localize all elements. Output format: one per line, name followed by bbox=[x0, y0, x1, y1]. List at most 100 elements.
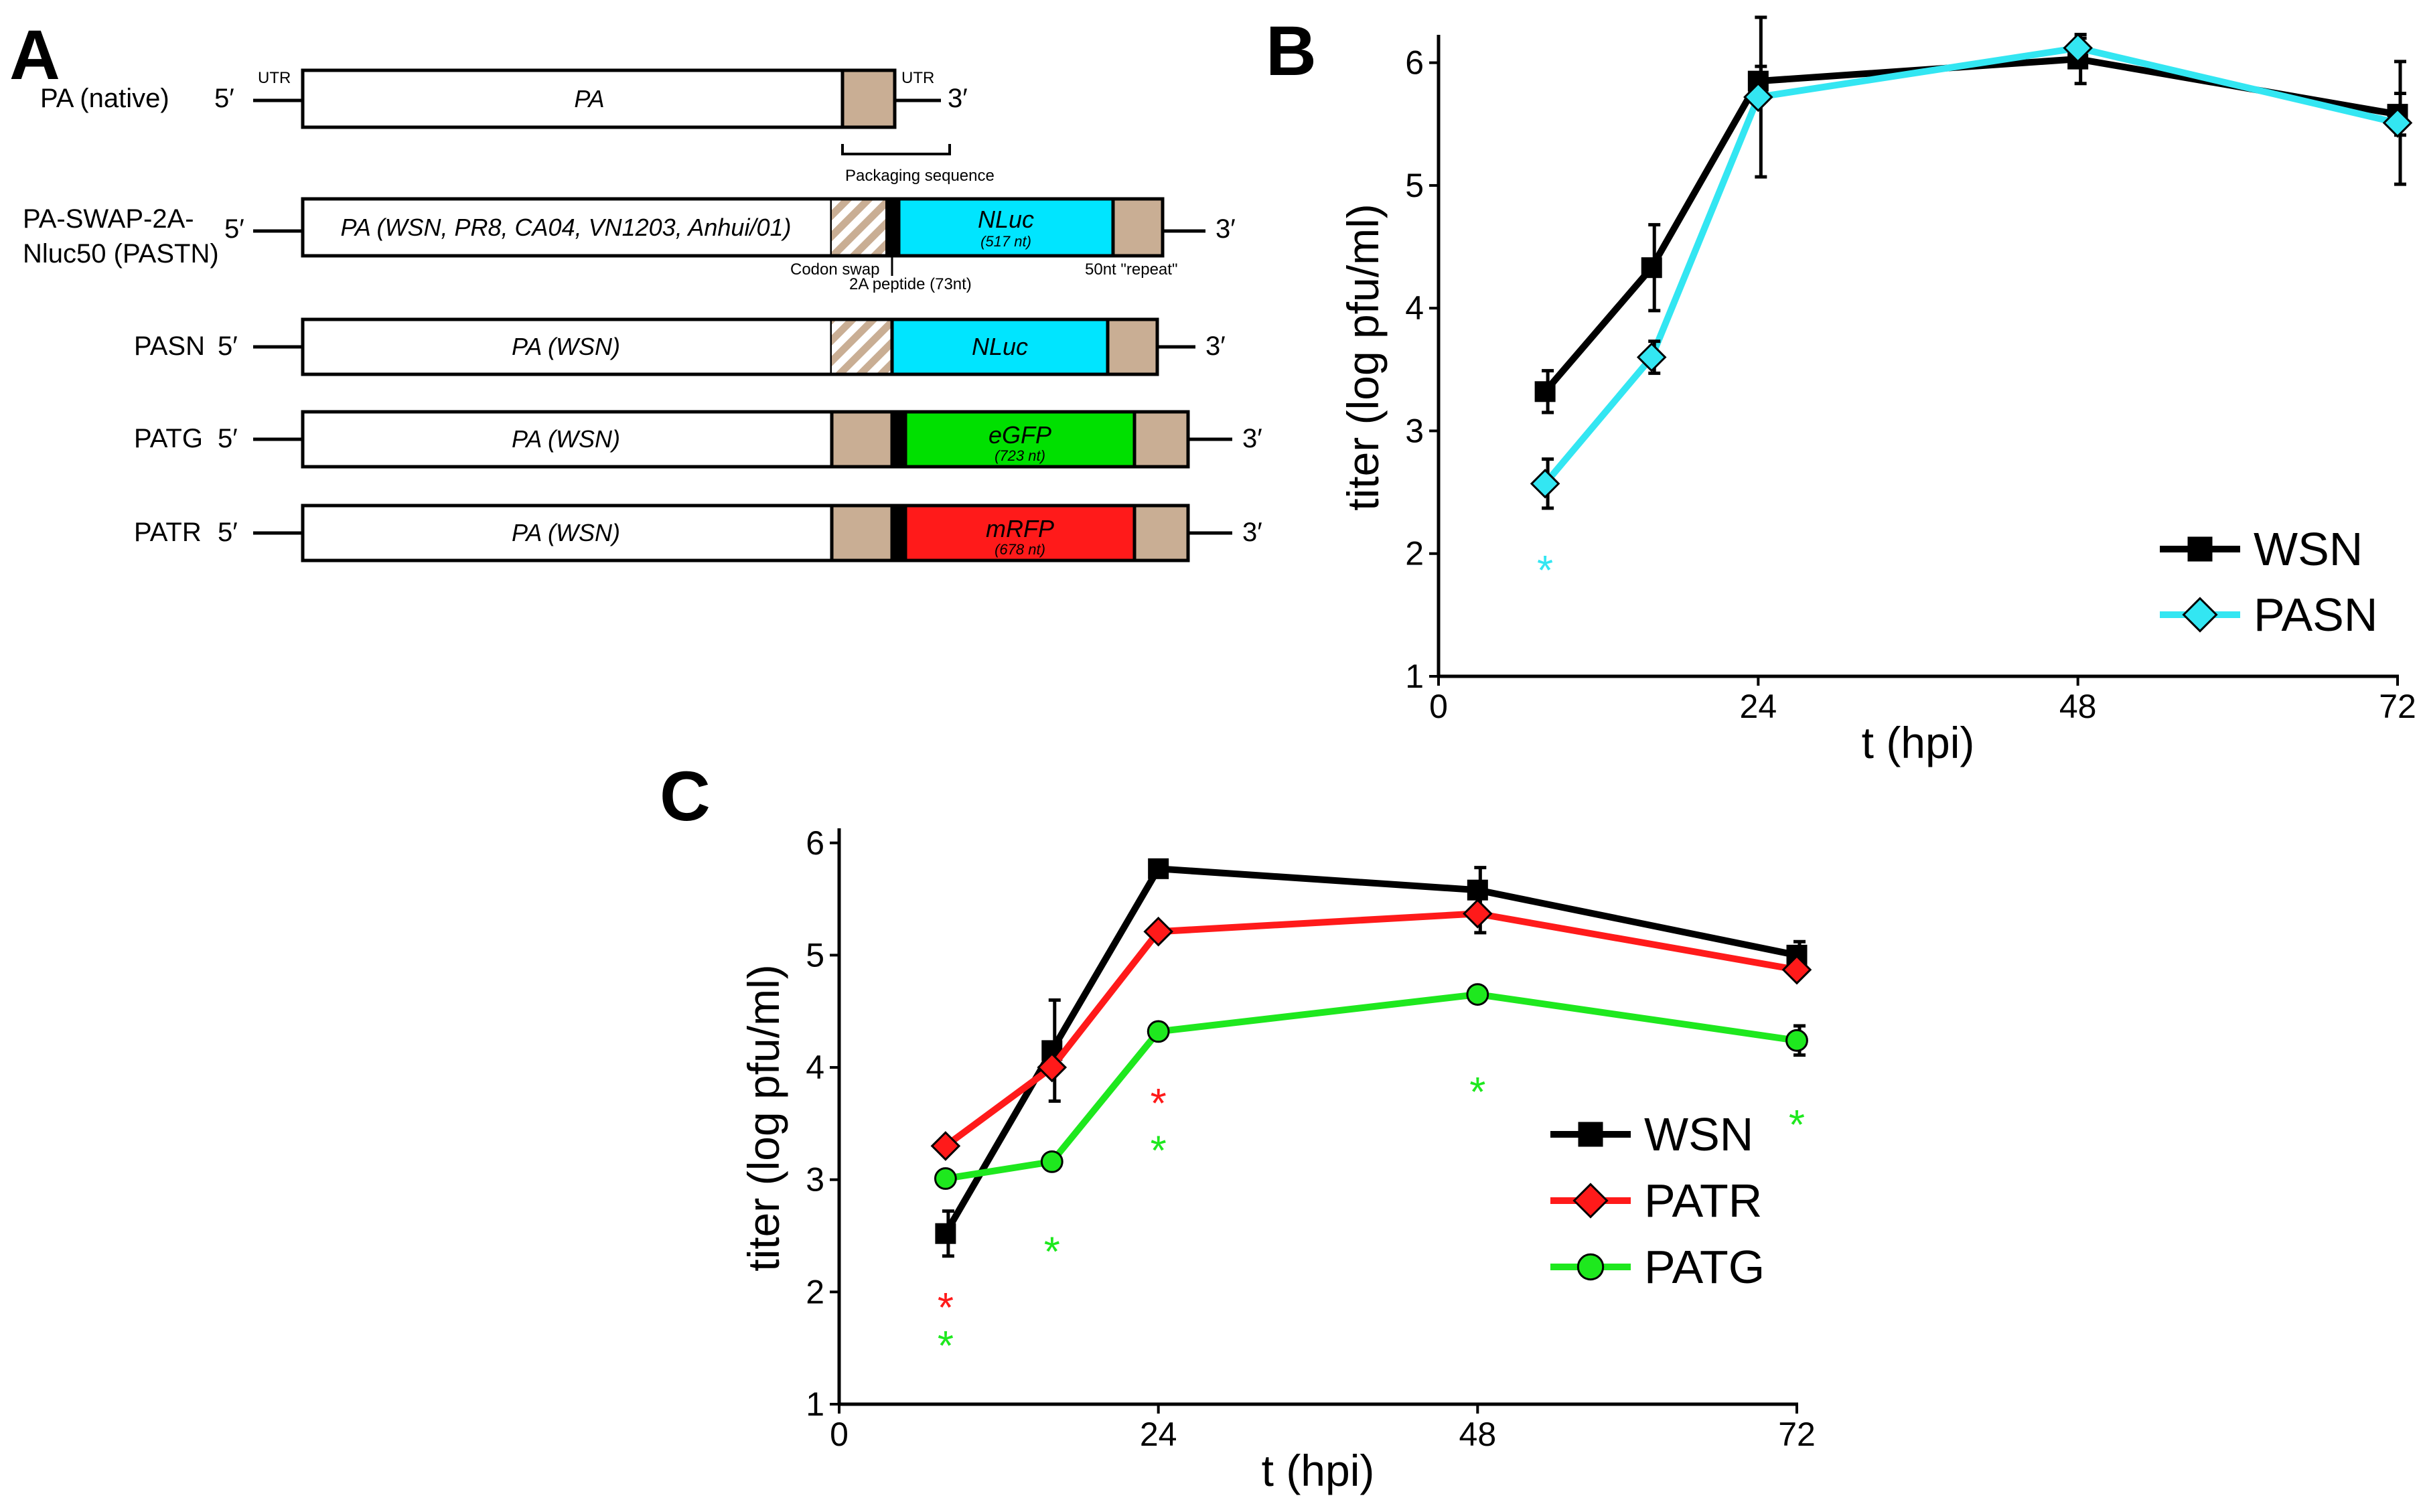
three-prime-label: 3′ bbox=[1205, 331, 1226, 361]
mrfp-reporter-box bbox=[903, 504, 1136, 562]
x-tick-label: 0 bbox=[830, 1416, 849, 1453]
reporter-label: mRFP bbox=[986, 515, 1054, 542]
legend-marker bbox=[2187, 536, 2213, 562]
nluc-reporter-box bbox=[890, 317, 1110, 376]
three-prime-label: 3′ bbox=[1242, 518, 1262, 547]
data-point bbox=[1641, 257, 1662, 279]
construct-row-patr: PATR 5′ PA (WSN) mRFP (678 nt) 3′ bbox=[134, 504, 1262, 562]
data-point bbox=[2063, 33, 2093, 63]
panel-a-letter: A bbox=[9, 16, 60, 94]
y-tick-label: 2 bbox=[806, 1273, 824, 1310]
data-point bbox=[1040, 1150, 1063, 1173]
packaging-box bbox=[830, 504, 894, 562]
reporter-label: eGFP bbox=[988, 421, 1051, 449]
panel-c-letter: C bbox=[660, 757, 711, 836]
data-point bbox=[1037, 1052, 1068, 1083]
three-prime-label: 3′ bbox=[948, 84, 968, 113]
peptide-2a-box bbox=[892, 412, 905, 467]
data-point bbox=[930, 1131, 961, 1161]
pa-segment-box bbox=[301, 197, 834, 258]
series-pasn bbox=[1530, 15, 2413, 510]
significance-star: * bbox=[938, 1285, 954, 1331]
data-point bbox=[1530, 468, 1560, 499]
y-axis-title: titer (log pfu/ml) bbox=[1338, 204, 1388, 510]
construct-row-pasn: PASN 5′ PA (WSN) NLuc 3′ bbox=[134, 317, 1226, 376]
codon-swap-box bbox=[832, 319, 892, 374]
construct-name: PATG bbox=[134, 424, 203, 453]
legend-label: PASN bbox=[2254, 589, 2377, 641]
significance-star: * bbox=[1469, 1069, 1485, 1116]
y-tick-label: 4 bbox=[1405, 289, 1424, 327]
peptide-2a-box bbox=[885, 199, 899, 256]
legend-label: WSN bbox=[1644, 1108, 1753, 1160]
reporter-label: NLuc bbox=[978, 206, 1034, 233]
significance-star: * bbox=[1151, 1128, 1167, 1174]
panel-a-diagram: A PA (native) 5′ UTR PA UTR 3′ Packaging… bbox=[9, 16, 1262, 562]
y-tick-label: 4 bbox=[806, 1049, 824, 1086]
y-tick-label: 6 bbox=[806, 824, 824, 862]
panel-c-chart: C 1 2 3 4 5 6 0 24 48 72 t (hpi) titer (log pfu/ml)… bbox=[660, 757, 1816, 1495]
data-point bbox=[1636, 342, 1667, 372]
x-tick-label: 24 bbox=[1740, 688, 1777, 725]
data-point bbox=[1467, 879, 1488, 901]
data-point bbox=[1534, 381, 1556, 402]
pa-segment-box bbox=[301, 68, 845, 129]
data-point bbox=[1785, 1029, 1808, 1052]
segment-label: PA (WSN) bbox=[512, 425, 620, 453]
segment-label: PA (WSN, PR8, CA04, VN1203, Anhui/01) bbox=[341, 214, 792, 241]
chart-b-plot-area: 1 2 3 4 5 6 0 24 48 72 t (hpi) titer (log pfu/ml) * W… bbox=[1338, 15, 2416, 767]
y-tick-label: 3 bbox=[1405, 412, 1424, 449]
legend-marker bbox=[1578, 1122, 1603, 1147]
significance-star: * bbox=[1537, 548, 1553, 594]
panel-b-letter: B bbox=[1266, 12, 1317, 90]
segment-label: PA (WSN) bbox=[512, 333, 620, 360]
x-tick-label: 72 bbox=[1778, 1416, 1816, 1453]
x-tick-label: 72 bbox=[2379, 688, 2416, 725]
reporter-label: NLuc bbox=[972, 333, 1028, 360]
five-prime-label: 5′ bbox=[218, 424, 238, 453]
five-prime-label: 5′ bbox=[214, 84, 234, 113]
y-tick-label: 1 bbox=[806, 1385, 824, 1423]
data-point bbox=[1466, 983, 1489, 1006]
peptide-2a-box bbox=[892, 506, 905, 560]
legend-label: PATG bbox=[1644, 1241, 1765, 1293]
reporter-length: (678 nt) bbox=[995, 541, 1045, 558]
x-tick-label: 0 bbox=[1429, 688, 1448, 725]
x-axis-title: t (hpi) bbox=[1262, 1446, 1375, 1495]
data-point bbox=[935, 1223, 956, 1244]
reporter-length: (723 nt) bbox=[995, 447, 1045, 464]
panel-b-chart: B 1 2 3 4 5 6 0 24 48 72 t (hpi) titer (log pfu/ml)… bbox=[1266, 12, 2416, 767]
legend-marker bbox=[2182, 597, 2218, 633]
legend: WSN PASN bbox=[2160, 523, 2377, 641]
x-tick-label: 48 bbox=[2059, 688, 2097, 725]
series-patg bbox=[934, 983, 1808, 1190]
significance-star: * bbox=[938, 1323, 954, 1369]
construct-name: PASN bbox=[134, 331, 205, 361]
packaging-bracket bbox=[841, 144, 951, 155]
five-prime-label: 5′ bbox=[218, 518, 238, 547]
construct-name: PATR bbox=[134, 518, 202, 547]
series-line bbox=[1542, 44, 2399, 486]
data-point bbox=[934, 1167, 957, 1190]
three-prime-label: 3′ bbox=[1216, 214, 1236, 244]
x-tick-label: 48 bbox=[1459, 1416, 1497, 1453]
construct-row-patg: PATG 5′ PA (WSN) eGFP (723 nt) 3′ bbox=[134, 410, 1262, 469]
construct-name-line1: PA-SWAP-2A- bbox=[23, 204, 194, 234]
series-patr bbox=[930, 893, 1812, 1161]
series-line bbox=[1542, 56, 2398, 394]
utr-label-right: UTR bbox=[901, 69, 934, 87]
legend-marker bbox=[1576, 1253, 1605, 1281]
construct-row-pastn: PA-SWAP-2A- Nluc50 (PASTN) 5′ PA (WSN, P… bbox=[23, 197, 1236, 293]
y-tick-label: 2 bbox=[1405, 535, 1424, 573]
reporter-length: (517 nt) bbox=[980, 233, 1031, 250]
data-point bbox=[1148, 858, 1169, 879]
y-tick-label: 1 bbox=[1405, 658, 1424, 695]
repeat-box bbox=[1106, 317, 1159, 376]
significance-star: * bbox=[1044, 1229, 1060, 1275]
segment-label: PA bbox=[574, 85, 604, 112]
repeat-box bbox=[1132, 504, 1190, 562]
series-wsn bbox=[935, 858, 1808, 1258]
segment-label: PA (WSN) bbox=[512, 519, 620, 546]
data-point bbox=[1463, 899, 1493, 929]
